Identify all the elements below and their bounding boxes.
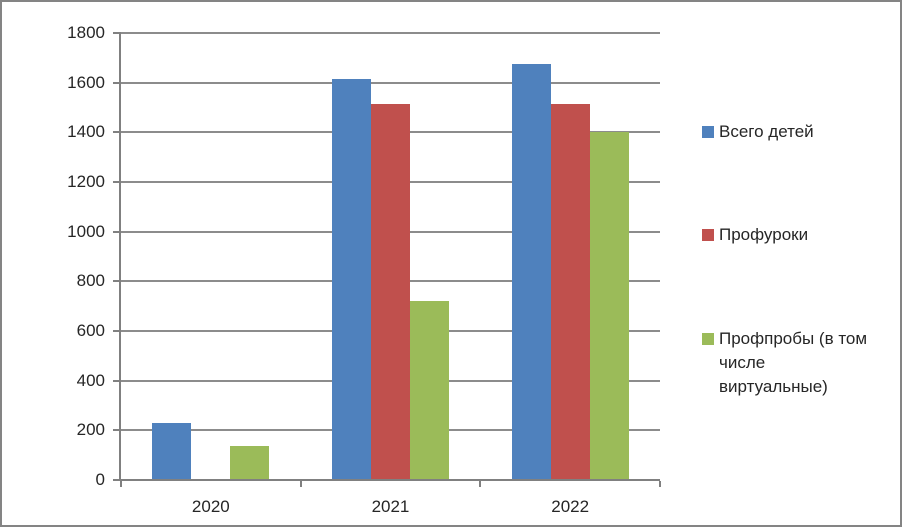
legend-swatch-icon bbox=[702, 126, 714, 138]
y-axis-tick-label: 1000 bbox=[67, 221, 105, 241]
legend-item-series3: Профпробы (в том числе виртуальные) bbox=[702, 327, 892, 399]
y-axis-tick bbox=[113, 330, 121, 332]
y-axis-tick bbox=[113, 280, 121, 283]
y-axis-tick-label: 800 bbox=[76, 271, 105, 291]
x-axis-category-label: 2022 bbox=[551, 497, 590, 516]
x-axis-category-label: 2020 bbox=[191, 497, 230, 516]
y-axis-tick-label: 600 bbox=[76, 321, 105, 340]
legend-item-series2: Профуроки bbox=[702, 223, 892, 247]
y-axis-tick-label: 1200 bbox=[67, 172, 105, 191]
bar-2022-series1 bbox=[511, 64, 551, 480]
y-axis-tick bbox=[113, 379, 121, 382]
y-gridline bbox=[121, 32, 660, 34]
y-axis-tick-label: 1800 bbox=[67, 23, 105, 42]
y-gridline bbox=[121, 81, 660, 84]
y-axis-tick bbox=[113, 81, 121, 84]
legend-label: Профуроки bbox=[719, 225, 809, 244]
y-axis-tick bbox=[113, 181, 121, 183]
bar-2022-series2 bbox=[550, 103, 590, 480]
x-axis-line bbox=[119, 479, 660, 481]
x-axis-tick bbox=[479, 481, 482, 487]
y-axis-tick-label: 1600 bbox=[67, 72, 105, 92]
legend-label: Профпробы (в том числе виртуальные) bbox=[719, 329, 868, 396]
x-axis-tick bbox=[120, 481, 122, 487]
y-axis-tick-label: 400 bbox=[76, 370, 105, 390]
y-axis-tick bbox=[113, 32, 121, 34]
bar-2020-series3 bbox=[230, 446, 270, 480]
y-axis-tick bbox=[113, 429, 121, 432]
bar-2021-series2 bbox=[371, 103, 410, 480]
y-axis-line bbox=[119, 33, 121, 480]
y-axis-tick-label: 200 bbox=[76, 420, 105, 440]
bar-2021-series3 bbox=[410, 301, 449, 480]
y-axis-tick-label: 0 bbox=[95, 470, 105, 489]
legend-swatch-icon bbox=[702, 229, 714, 241]
y-axis-tick bbox=[113, 230, 121, 233]
x-axis-category-label: 2021 bbox=[371, 497, 410, 516]
x-axis-tick bbox=[659, 481, 661, 487]
legend-item-series1: Всего детей bbox=[702, 120, 892, 144]
y-axis-tick-label: 1400 bbox=[67, 122, 105, 142]
legend-label: Всего детей bbox=[719, 122, 814, 141]
bar-2022-series3 bbox=[589, 132, 629, 480]
bar-2020-series1 bbox=[152, 422, 192, 480]
legend-swatch-icon bbox=[702, 333, 714, 345]
y-axis-tick bbox=[113, 131, 121, 134]
y-axis-tick bbox=[113, 479, 121, 481]
bar-2021-series1 bbox=[332, 78, 371, 480]
x-axis-tick bbox=[299, 481, 302, 487]
